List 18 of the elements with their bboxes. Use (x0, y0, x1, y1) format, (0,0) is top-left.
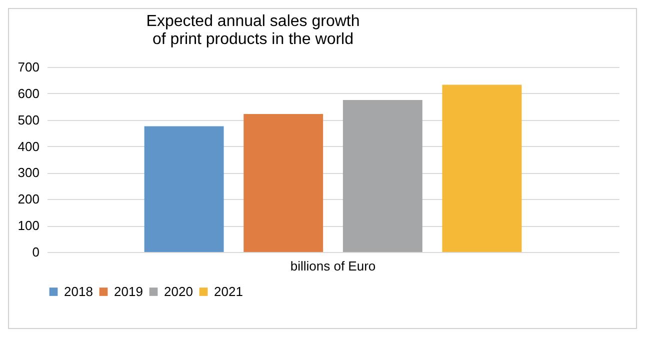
legend-label: 2019 (114, 284, 143, 299)
y-tick-label: 100 (18, 218, 40, 234)
legend-label: 2018 (64, 284, 93, 299)
y-tick-label: 200 (18, 192, 40, 207)
y-tick-label: 500 (18, 112, 40, 128)
y-tick-label: 700 (18, 60, 40, 74)
legend-label: 2021 (214, 284, 243, 299)
bar (244, 114, 324, 252)
chart-title: Expected annual sales growth of print products in the world (146, 13, 360, 48)
x-tick-label: billions of Euro (290, 258, 376, 274)
legend-label: 2020 (164, 284, 193, 299)
y-tick-label: 600 (18, 86, 40, 101)
y-tick-label: 300 (18, 165, 40, 180)
bar (144, 126, 224, 252)
bar (342, 100, 422, 252)
y-tick-label: 400 (18, 138, 40, 154)
y-tick-label: 0 (32, 244, 40, 260)
bar (442, 84, 522, 252)
